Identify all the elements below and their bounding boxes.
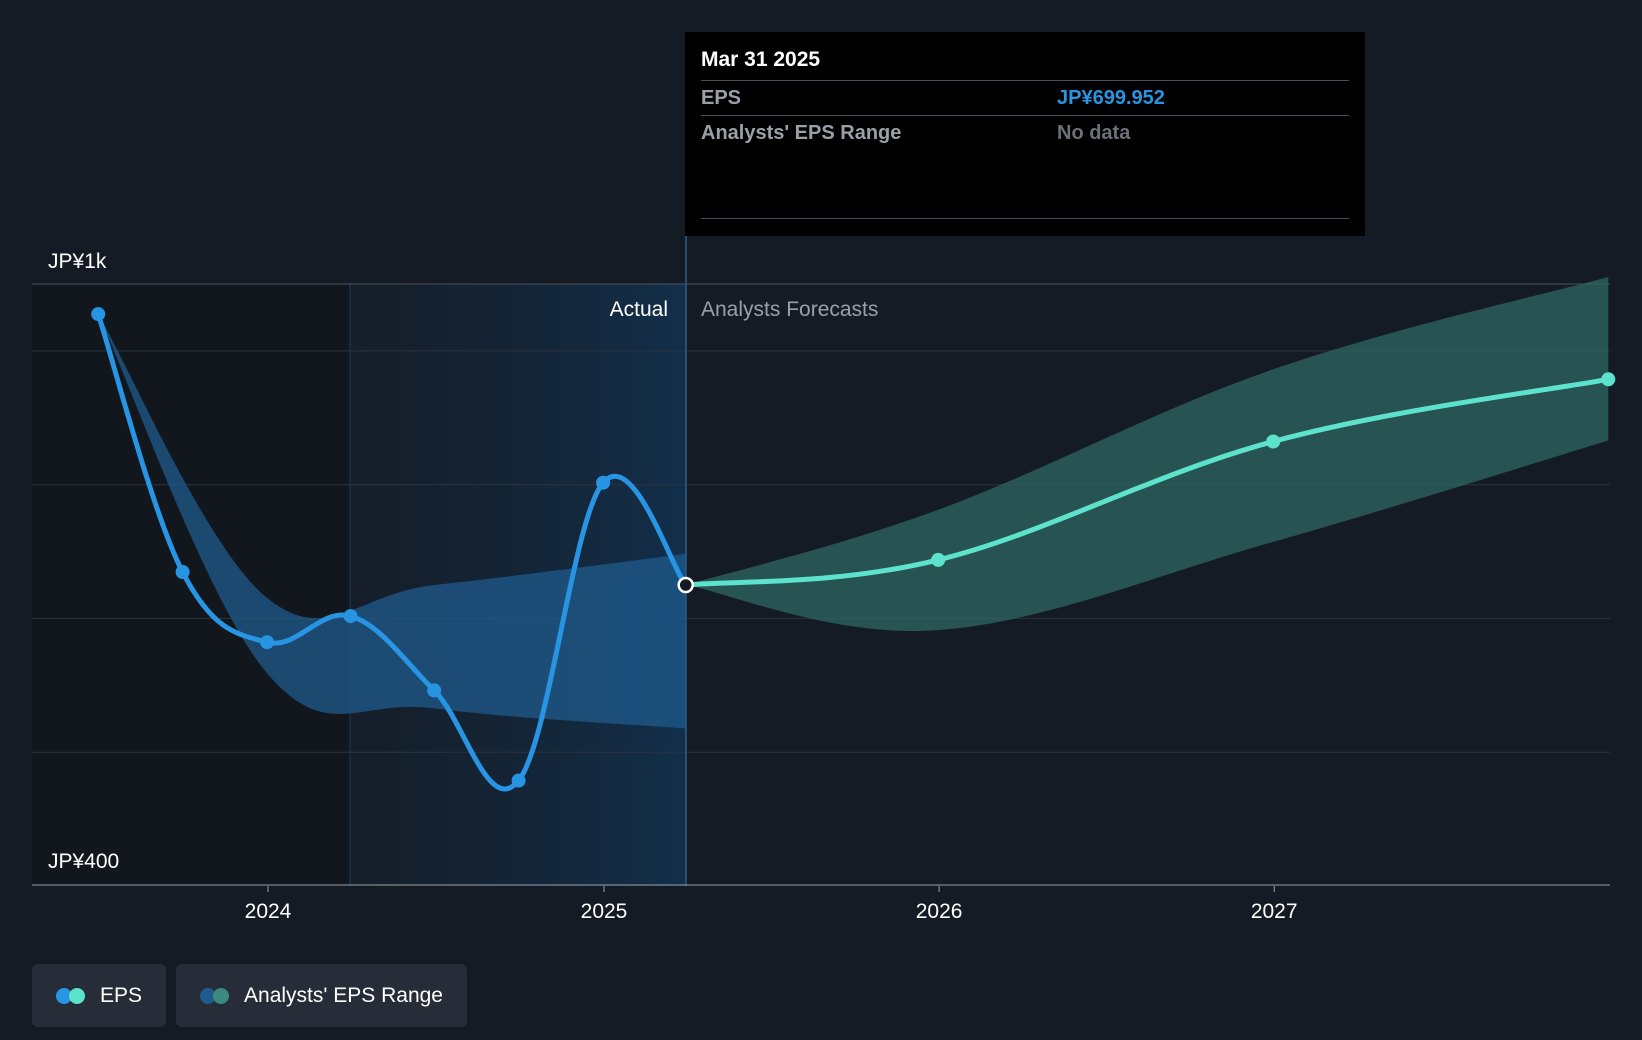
data-point bbox=[1266, 434, 1281, 449]
range-legend-icon bbox=[200, 987, 232, 1005]
data-point bbox=[175, 565, 190, 579]
data-point bbox=[596, 475, 611, 490]
forecast-region-label: Analysts Forecasts bbox=[701, 298, 878, 321]
legend-item-range[interactable]: Analysts' EPS Range bbox=[176, 964, 467, 1027]
actual-region-label: Actual bbox=[610, 298, 668, 321]
y-axis-bottom-label: JP¥400 bbox=[48, 850, 119, 873]
data-point bbox=[931, 552, 946, 567]
range-bands bbox=[98, 277, 1609, 729]
x-tick-label: 2027 bbox=[1251, 900, 1298, 923]
eps-legend-icon bbox=[56, 987, 88, 1005]
data-point bbox=[1601, 372, 1616, 387]
data-point bbox=[343, 609, 358, 624]
legend-item-eps[interactable]: EPS bbox=[32, 964, 167, 1027]
highlighted-point bbox=[677, 576, 694, 594]
x-tick-label: 2026 bbox=[916, 900, 963, 923]
tooltip-row-range: Analysts' EPS Range No data bbox=[701, 116, 1349, 150]
tooltip-divider bbox=[701, 218, 1349, 219]
data-point bbox=[511, 773, 526, 788]
tooltip-range-value: No data bbox=[1057, 122, 1131, 144]
tooltip-eps-value: JP¥699.952 bbox=[1057, 87, 1165, 109]
data-point bbox=[427, 683, 442, 698]
tooltip-row-eps: EPS JP¥699.952 bbox=[701, 81, 1349, 116]
x-tick-label: 2024 bbox=[245, 900, 292, 923]
x-tick-label: 2025 bbox=[581, 900, 628, 923]
range-band-1 bbox=[685, 277, 1609, 632]
x-ticks: 2024 2025 2026 2027 bbox=[245, 886, 1298, 923]
data-point bbox=[91, 307, 106, 322]
tooltip-eps-label: EPS bbox=[701, 87, 742, 109]
legend: EPS Analysts' EPS Range bbox=[32, 964, 467, 1027]
y-axis-top-label: JP¥1k bbox=[48, 250, 107, 273]
data-point bbox=[260, 635, 275, 650]
tooltip: Mar 31 2025 EPS JP¥699.952 Analysts' EPS… bbox=[685, 32, 1365, 236]
series-line-1 bbox=[683, 376, 1611, 588]
series-points bbox=[91, 307, 1616, 788]
tooltip-date: Mar 31 2025 bbox=[701, 46, 1349, 81]
legend-range-label: Analysts' EPS Range bbox=[244, 983, 443, 1007]
legend-eps-label: EPS bbox=[100, 983, 143, 1007]
range-band-0 bbox=[98, 314, 686, 729]
tooltip-range-label: Analysts' EPS Range bbox=[701, 122, 902, 144]
